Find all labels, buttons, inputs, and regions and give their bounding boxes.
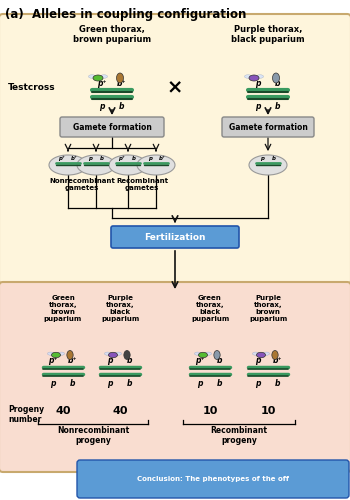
- Ellipse shape: [89, 74, 96, 78]
- Ellipse shape: [104, 352, 111, 355]
- Text: p: p: [255, 79, 261, 88]
- Text: Purple
thorax,
black
puparium: Purple thorax, black puparium: [101, 295, 139, 322]
- Ellipse shape: [93, 75, 103, 81]
- Text: p: p: [50, 379, 56, 388]
- Text: b: b: [217, 379, 223, 388]
- Text: b: b: [275, 102, 281, 111]
- Text: b⁺: b⁺: [71, 156, 77, 161]
- Text: p⁺: p⁺: [48, 356, 58, 365]
- FancyBboxPatch shape: [222, 117, 314, 137]
- Ellipse shape: [67, 350, 73, 360]
- Ellipse shape: [117, 73, 124, 83]
- Text: b: b: [272, 156, 276, 161]
- Text: p: p: [255, 102, 261, 111]
- FancyBboxPatch shape: [77, 460, 349, 498]
- Text: Green thorax,
brown puparium: Green thorax, brown puparium: [73, 25, 151, 44]
- FancyBboxPatch shape: [0, 14, 350, 284]
- Ellipse shape: [263, 352, 270, 355]
- Text: p⁺: p⁺: [195, 356, 205, 365]
- Ellipse shape: [198, 352, 208, 358]
- Text: b: b: [217, 356, 223, 365]
- Ellipse shape: [257, 352, 266, 358]
- Ellipse shape: [115, 352, 121, 355]
- Ellipse shape: [48, 352, 54, 355]
- Ellipse shape: [272, 350, 278, 360]
- Ellipse shape: [249, 155, 287, 175]
- Text: b⁺: b⁺: [117, 79, 127, 88]
- Text: p: p: [99, 102, 105, 111]
- Ellipse shape: [205, 352, 211, 355]
- Text: b: b: [70, 379, 76, 388]
- Text: b: b: [127, 356, 133, 365]
- Text: 10: 10: [202, 406, 218, 416]
- Text: (a)  Alleles in coupling configuration: (a) Alleles in coupling configuration: [5, 8, 246, 21]
- Text: Green
thorax,
black
puparium: Green thorax, black puparium: [191, 295, 229, 322]
- Text: p: p: [260, 156, 264, 161]
- Ellipse shape: [49, 155, 87, 175]
- Ellipse shape: [100, 74, 107, 78]
- Text: Purple
thorax,
brown
puparium: Purple thorax, brown puparium: [249, 295, 287, 322]
- Text: p: p: [107, 356, 113, 365]
- Text: b: b: [132, 156, 136, 161]
- Text: 40: 40: [112, 406, 128, 416]
- Text: b⁺: b⁺: [273, 356, 283, 365]
- Text: 10: 10: [260, 406, 276, 416]
- Ellipse shape: [195, 352, 201, 355]
- Text: b: b: [127, 379, 133, 388]
- Text: Fertilization: Fertilization: [144, 232, 206, 241]
- Text: p: p: [255, 379, 261, 388]
- Text: b⁺: b⁺: [159, 156, 166, 161]
- FancyBboxPatch shape: [111, 226, 239, 248]
- Text: Purple thorax,
black puparium: Purple thorax, black puparium: [231, 25, 305, 44]
- Text: p: p: [255, 356, 261, 365]
- FancyBboxPatch shape: [60, 117, 164, 137]
- Text: b⁺: b⁺: [68, 356, 78, 365]
- Ellipse shape: [249, 75, 259, 81]
- Ellipse shape: [51, 352, 61, 358]
- Ellipse shape: [109, 155, 147, 175]
- Text: p: p: [107, 379, 113, 388]
- Text: Recombinant
progeny: Recombinant progeny: [210, 426, 267, 446]
- Text: b: b: [275, 79, 281, 88]
- Text: ×: ×: [167, 78, 183, 98]
- Text: Nonrecombinant
progeny: Nonrecombinant progeny: [57, 426, 129, 446]
- FancyBboxPatch shape: [0, 282, 350, 472]
- Text: Recombinant
gametes: Recombinant gametes: [116, 178, 168, 191]
- Ellipse shape: [252, 352, 259, 355]
- Text: p⁺: p⁺: [58, 156, 65, 161]
- Ellipse shape: [245, 74, 252, 78]
- Text: p: p: [197, 379, 203, 388]
- Text: p⁺: p⁺: [97, 79, 107, 88]
- Ellipse shape: [77, 155, 115, 175]
- Text: Nonrecombinant
gametes: Nonrecombinant gametes: [49, 178, 115, 191]
- Text: b: b: [275, 379, 281, 388]
- Ellipse shape: [257, 74, 264, 78]
- Text: p: p: [148, 156, 152, 161]
- Ellipse shape: [214, 350, 220, 360]
- Ellipse shape: [124, 350, 130, 360]
- Text: Conclusion: The phenotypes of the off: Conclusion: The phenotypes of the off: [137, 476, 289, 482]
- Text: b: b: [100, 156, 104, 161]
- Text: Gamete formation: Gamete formation: [72, 122, 152, 132]
- Ellipse shape: [108, 352, 118, 358]
- Ellipse shape: [58, 352, 64, 355]
- Text: Testcross: Testcross: [8, 84, 56, 92]
- Text: Green
thorax,
brown
puparium: Green thorax, brown puparium: [44, 295, 82, 322]
- Text: p: p: [88, 156, 92, 161]
- Ellipse shape: [273, 73, 280, 83]
- Text: 40: 40: [55, 406, 71, 416]
- Text: b: b: [119, 102, 125, 111]
- Ellipse shape: [137, 155, 175, 175]
- Text: p⁺: p⁺: [119, 156, 125, 161]
- Text: Gamete formation: Gamete formation: [229, 122, 307, 132]
- Text: Progeny
number: Progeny number: [8, 405, 44, 424]
